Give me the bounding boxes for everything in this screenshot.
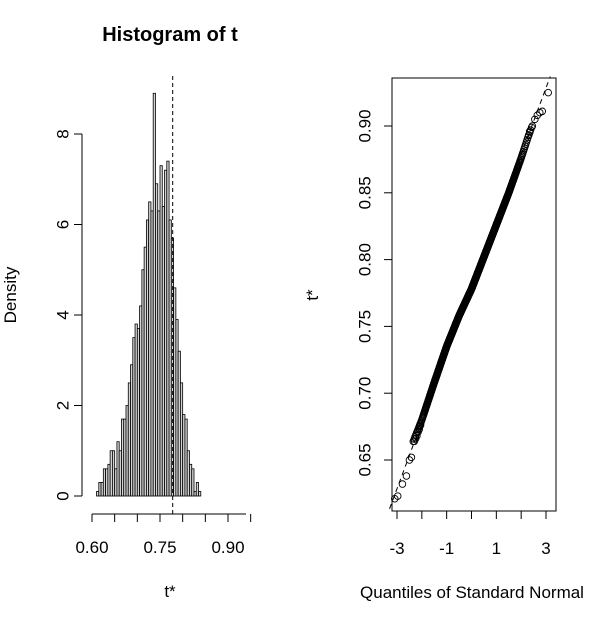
histogram-y-tick-label: 0 (53, 491, 72, 500)
qq-x-tick-label: -1 (439, 539, 454, 558)
qq-point (398, 480, 407, 488)
qq-point (544, 88, 552, 97)
qq-y-tick-label: 0.75 (355, 310, 374, 343)
qq-point (416, 421, 425, 430)
qq-point (407, 453, 416, 462)
qq-y-axis-label: t* (303, 289, 322, 301)
histogram-x-tick-label: 0.90 (211, 538, 244, 557)
histogram-bar (195, 482, 199, 497)
qq-point (538, 107, 547, 116)
qq-y-tick-label: 0.90 (355, 109, 374, 142)
qq-point (402, 472, 411, 480)
qq-point (531, 115, 539, 124)
qq-y-tick-label: 0.70 (355, 377, 374, 410)
qq-y-tick-label: 0.85 (355, 176, 374, 209)
qq-plot-box (391, 77, 557, 512)
histogram-y-tick-label: 4 (53, 310, 72, 319)
qq-point (394, 492, 402, 500)
qq-y-axis: 0.65 0.70 0.75 0.80 0.85 0.90 (355, 109, 393, 477)
qq-point (527, 123, 536, 132)
histogram-x-axis: 0.60 0.75 0.90 (75, 513, 252, 557)
qq-point (524, 131, 533, 140)
histogram-title: Histogram of t (102, 24, 238, 46)
histogram-y-tick-label: 6 (53, 220, 72, 229)
histogram-y-axis-label: Density (1, 266, 20, 323)
qq-x-axis-label: Quantiles of Standard Normal (360, 583, 584, 602)
histogram-y-tick-label: 2 (53, 401, 72, 410)
histogram-y-axis: 0 2 4 6 8 (53, 129, 83, 501)
qq-point (525, 127, 534, 136)
histogram-panel: Histogram of t Density t* 0.60 0.75 0.90 0… (1, 24, 252, 601)
qq-x-axis: -3 -1 1 3 (389, 510, 551, 558)
qq-x-tick-label: 1 (492, 539, 501, 558)
qq-plot-panel: -3 -1 1 3 0.65 0.70 0.75 0.80 0.85 0.90 t* Quant… (303, 76, 584, 602)
histogram-y-tick-label: 8 (53, 129, 72, 138)
qq-point (533, 111, 542, 120)
histogram-bars (96, 92, 202, 497)
qq-point (413, 432, 421, 440)
histogram-x-tick-label: 0.60 (75, 538, 108, 557)
histogram-bar (198, 491, 202, 497)
qq-points (391, 88, 552, 503)
histogram-bar (191, 468, 195, 497)
qq-x-tick-label: 3 (541, 539, 550, 558)
histogram-x-tick-label: 0.75 (143, 538, 176, 557)
histogram-x-axis-label: t* (164, 582, 176, 601)
qq-x-tick-label: -3 (389, 539, 404, 558)
qq-point (415, 425, 424, 434)
qq-y-tick-label: 0.80 (355, 243, 374, 276)
qq-y-tick-label: 0.65 (355, 443, 374, 476)
